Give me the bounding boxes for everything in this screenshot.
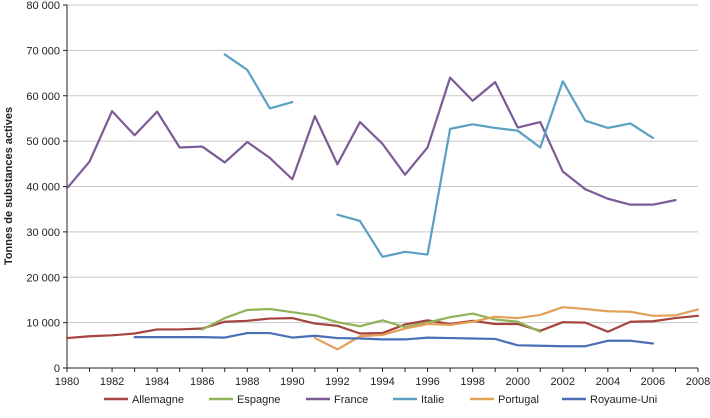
y-tick-label: 0 <box>54 363 60 375</box>
legend-item-espagne: Espagne <box>209 394 280 406</box>
legend-label: France <box>334 394 368 406</box>
series-line-royaume-uni <box>135 333 653 346</box>
x-tick-label: 1982 <box>100 376 124 388</box>
x-tick-label: 2006 <box>641 376 665 388</box>
series-royaume-uni <box>135 333 653 346</box>
grid <box>67 5 698 323</box>
x-tick-label: 2004 <box>596 376 620 388</box>
x-tick-label: 1994 <box>370 376 394 388</box>
legend-label: Espagne <box>237 394 280 406</box>
x-tick-label: 2000 <box>505 376 529 388</box>
x-tick-label: 1990 <box>280 376 304 388</box>
x-tick-label: 1986 <box>190 376 214 388</box>
y-tick-label: 20 000 <box>26 272 60 284</box>
y-tick-label: 60 000 <box>26 91 60 103</box>
x-tick-label: 1980 <box>55 376 79 388</box>
legend-item-allemagne: Allemagne <box>104 394 184 406</box>
x-tick-label: 2008 <box>686 376 710 388</box>
y-tick-label: 10 000 <box>26 318 60 330</box>
legend: Allemagne Espagne France Italie Portugal Roya… <box>104 394 657 406</box>
legend-item-royaume-uni: Royaume-Uni <box>562 394 657 406</box>
x-tick-label: 1998 <box>460 376 484 388</box>
x-tick-label: 1988 <box>235 376 259 388</box>
legend-item-italie: Italie <box>393 394 444 406</box>
x-tick-label: 1992 <box>325 376 349 388</box>
legend-label: Portugal <box>498 394 539 406</box>
y-tick-label: 50 000 <box>26 136 60 148</box>
series-italie <box>225 54 653 256</box>
x-tick-label: 1996 <box>415 376 439 388</box>
y-tick-label: 70 000 <box>26 45 60 57</box>
legend-item-portugal: Portugal <box>470 394 539 406</box>
series-line-italie <box>225 54 653 256</box>
legend-item-france: France <box>306 394 368 406</box>
x-tick-label: 1984 <box>145 376 169 388</box>
y-tick-label: 30 000 <box>26 227 60 239</box>
legend-label: Allemagne <box>132 394 184 406</box>
legend-label: Royaume-Uni <box>590 394 657 406</box>
y-axis-title: Tonnes de substances actives <box>3 107 15 265</box>
x-tick-label: 2002 <box>551 376 575 388</box>
x-axis-ticks: 1980 1982 1984 1986 1988 1990 1992 1994 1996 1998… <box>55 368 710 388</box>
y-axis-ticks: 0 10 000 20 000 30 000 40 000 50 000 60 000 70 … <box>26 0 67 375</box>
y-tick-label: 80 000 <box>26 0 60 12</box>
y-tick-label: 40 000 <box>26 182 60 194</box>
series-lines <box>67 54 698 349</box>
legend-label: Italie <box>421 394 444 406</box>
